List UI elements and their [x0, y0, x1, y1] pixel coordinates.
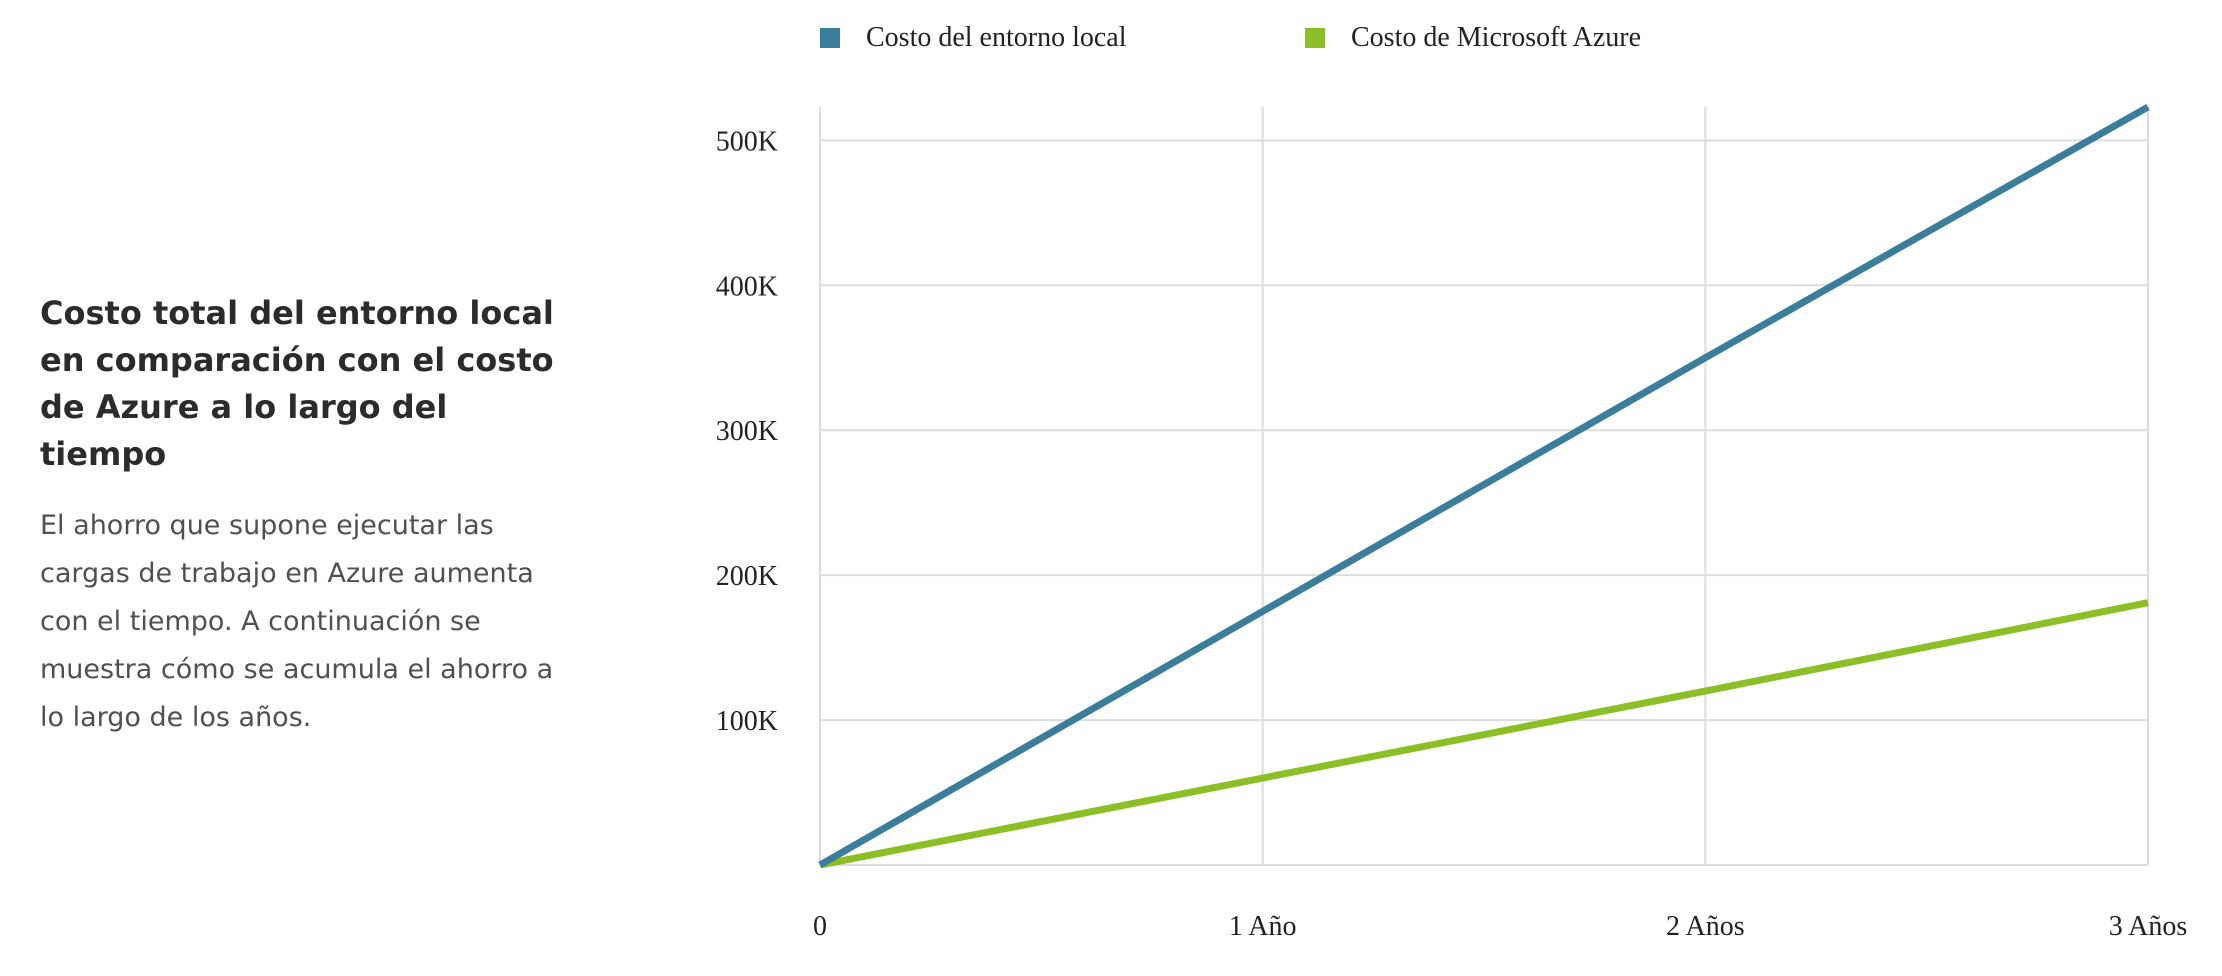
x-axis-ticks: 0 1 Año 2 Años 3 Años	[813, 911, 2187, 942]
chart-series	[818, 103, 2150, 869]
y-tick-label-4: 500K	[716, 126, 778, 157]
legend-item-azure: Costo de Microsoft Azure	[1305, 22, 1641, 54]
description-title: Costo total del entorno local en compara…	[40, 294, 554, 473]
y-tick-label-0: 100K	[716, 706, 778, 737]
legend-label-azure: Costo de Microsoft Azure	[1351, 22, 1642, 53]
chart-grid	[819, 107, 2149, 866]
description-body: El ahorro que supone ejecutar las cargas…	[40, 510, 554, 733]
y-tick-label-3: 400K	[716, 271, 778, 302]
series-line-0	[818, 103, 2150, 869]
y-axis-ticks: 100K 200K 300K 400K 500K	[716, 126, 778, 737]
legend-item-local: Costo del entorno local	[820, 22, 1127, 54]
legend-label-local: Costo del entorno local	[866, 22, 1127, 53]
legend-swatch-azure	[1305, 28, 1325, 48]
x-tick-label-3: 3 Años	[2109, 911, 2188, 942]
y-tick-label-1: 200K	[716, 561, 778, 592]
y-tick-label-2: 300K	[716, 416, 778, 447]
chart-description: Costo total del entorno local en compara…	[40, 290, 580, 742]
x-tick-label-2: 2 Años	[1666, 911, 1745, 942]
x-tick-label-0: 0	[813, 911, 827, 942]
x-tick-label-1: 1 Año	[1229, 911, 1297, 942]
series-line-1	[819, 599, 2149, 869]
legend-swatch-local	[820, 28, 840, 48]
